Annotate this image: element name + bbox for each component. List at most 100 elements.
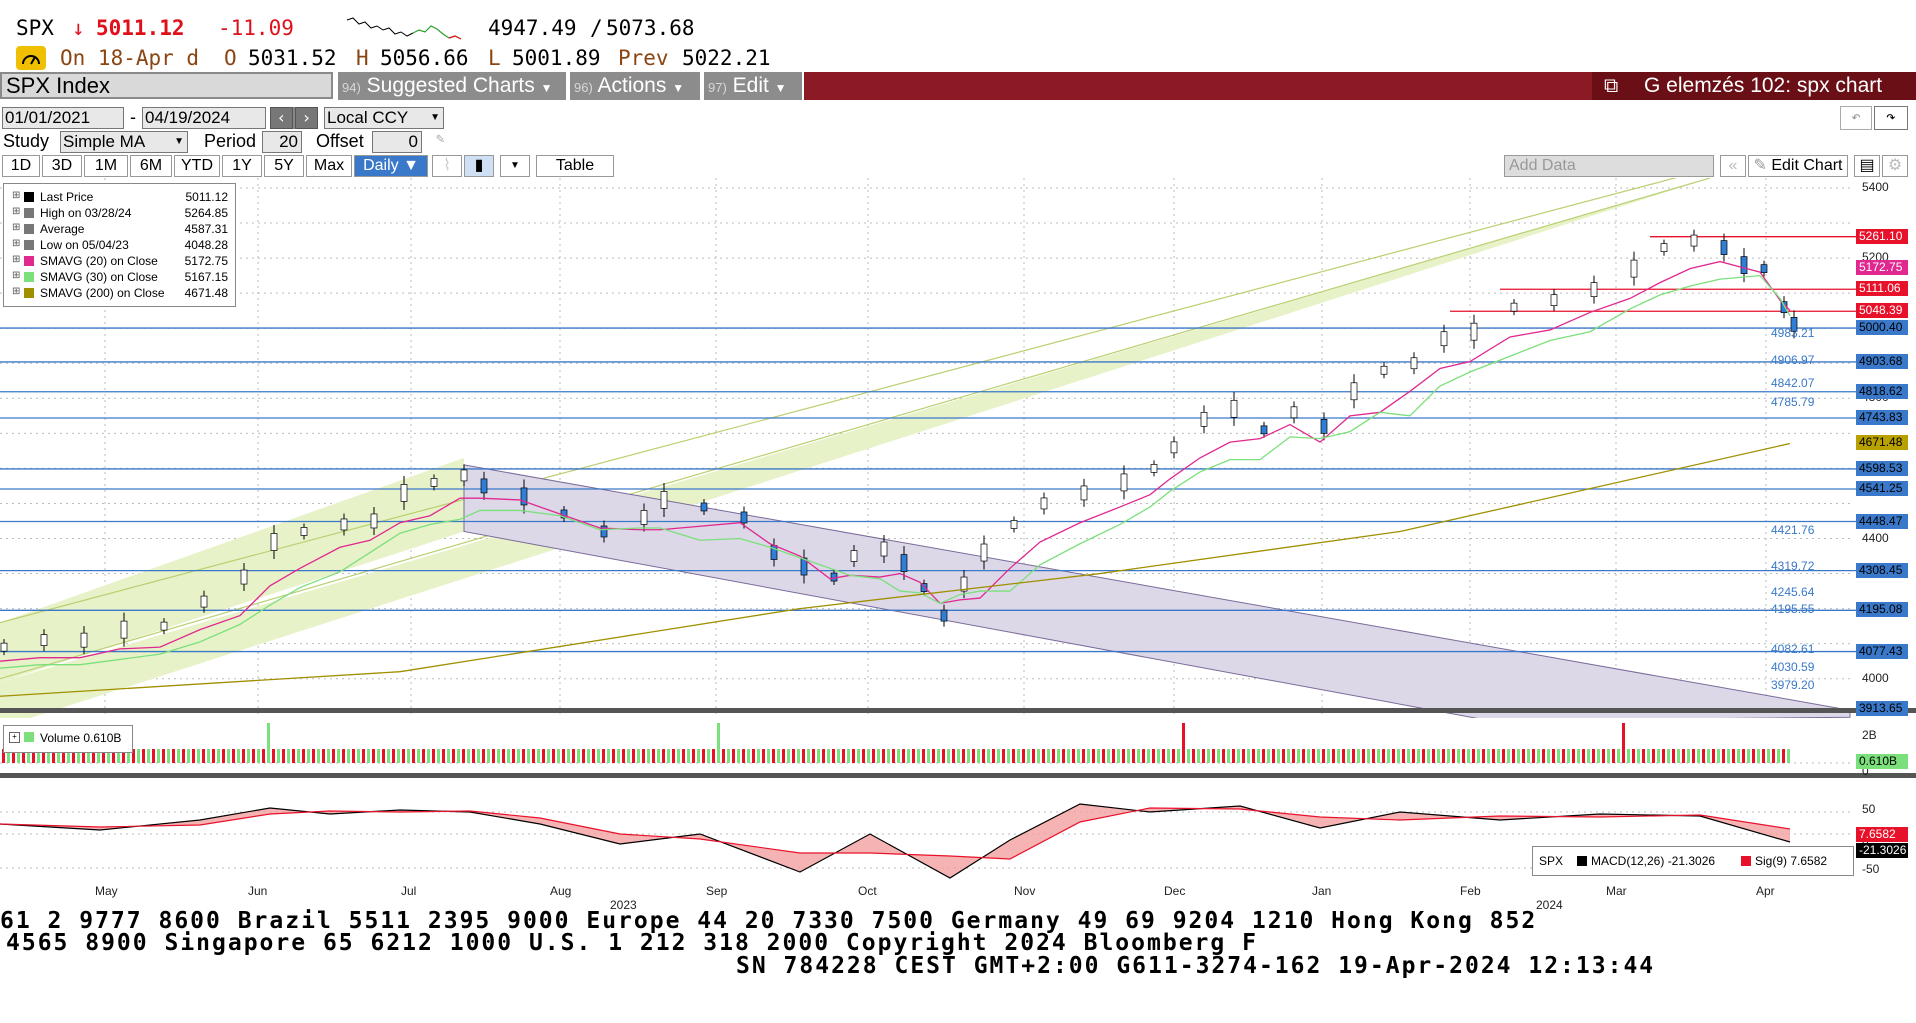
range-5y-button[interactable]: 5Y — [264, 155, 304, 177]
level-label: 4082.61 — [1771, 641, 1815, 656]
candle-chart-icon[interactable]: ▮ — [464, 155, 494, 177]
macd-chart[interactable] — [0, 782, 1916, 882]
volume-bar — [722, 749, 725, 763]
pencil-icon[interactable]: ✎ — [436, 131, 445, 147]
volume-bar — [152, 749, 155, 763]
range-1y-button[interactable]: 1Y — [222, 155, 262, 177]
period-field[interactable]: 20 — [262, 131, 302, 153]
volume-legend[interactable]: + Volume 0.610B — [3, 725, 133, 753]
chart-settings-icon[interactable]: ▤ — [1854, 155, 1880, 177]
expand-icon[interactable]: ⊞ — [12, 238, 21, 249]
volume-bar — [587, 749, 590, 763]
legend-row[interactable]: ⊞ High on 03/28/24 5264.85 — [12, 206, 232, 221]
start-date-field[interactable]: 01/01/2021 — [2, 107, 124, 129]
volume-bar — [222, 749, 225, 763]
volume-bar — [482, 749, 485, 763]
legend-name: Last Price — [40, 190, 94, 204]
undo-icon[interactable]: ↶ — [1840, 106, 1872, 130]
price-tag: 4671.48 — [1856, 435, 1908, 451]
redo-icon[interactable]: ↷ — [1874, 106, 1908, 130]
study-select[interactable]: Simple MA ▼ — [60, 131, 188, 153]
chart-legend[interactable]: ⊞ Last Price 5011.12 ⊞ High on 03/28/24 5264.… — [3, 183, 236, 307]
legend-row[interactable]: ⊞ SMAVG (20) on Close 5172.75 — [12, 254, 232, 269]
expand-icon[interactable]: ⊞ — [12, 270, 21, 281]
candle-down — [700, 502, 708, 512]
price-chart[interactable] — [0, 178, 1916, 718]
range-ytd-button[interactable]: YTD — [174, 155, 220, 177]
chart-type-caret-icon[interactable]: ▼ — [500, 155, 530, 177]
expand-icon[interactable]: ⊞ — [12, 254, 21, 265]
legend-row[interactable]: ⊞ Last Price 5011.12 — [12, 190, 232, 205]
range-1m-button[interactable]: 1M — [84, 155, 128, 177]
edit-menu[interactable]: 97) Edit ▼ — [704, 72, 802, 100]
popout-icon[interactable]: ⧉ — [1604, 75, 1619, 97]
candle-up — [960, 576, 968, 592]
volume-bar — [1632, 749, 1635, 763]
legend-row[interactable]: ⊞ Average 4587.31 — [12, 222, 232, 237]
expand-icon[interactable]: ⊞ — [12, 222, 21, 233]
panel-divider — [0, 773, 1916, 778]
uptrend-channel — [0, 178, 1710, 718]
volume-bar — [17, 749, 20, 763]
range-3d-button[interactable]: 3D — [42, 155, 82, 177]
suggested-charts-menu[interactable]: 94) Suggested Charts ▼ — [338, 72, 566, 100]
candle-up — [1230, 399, 1238, 418]
range-1d-button[interactable]: 1D — [2, 155, 40, 177]
range-max-button[interactable]: Max — [306, 155, 352, 177]
volume-bar — [782, 749, 785, 763]
volume-bar — [207, 749, 210, 763]
prev-period-icon[interactable]: ‹ — [270, 107, 293, 129]
expand-icon[interactable]: ⊞ — [12, 286, 21, 297]
actions-menu[interactable]: 96) Actions ▼ — [570, 72, 700, 100]
level-label: 4785.79 — [1771, 395, 1815, 410]
last-price: 5011.12 — [96, 16, 185, 40]
collapse-icon[interactable]: « — [1720, 155, 1746, 177]
expand-icon[interactable]: + — [9, 732, 20, 743]
add-data-field[interactable]: Add Data — [1504, 155, 1714, 177]
volume-bar — [1197, 749, 1200, 763]
volume-bar — [1627, 749, 1630, 763]
volume-bar — [397, 749, 400, 763]
volume-bar — [287, 749, 290, 763]
next-period-icon[interactable]: › — [295, 107, 318, 129]
volume-bar — [862, 749, 865, 763]
volume-bar — [567, 749, 570, 763]
offset-field[interactable]: 0 — [372, 131, 422, 153]
legend-swatch — [24, 192, 34, 202]
volume-bar — [1212, 749, 1215, 763]
gauge-icon[interactable] — [16, 46, 46, 70]
volume-bar — [92, 749, 95, 763]
volume-bar — [1617, 749, 1620, 763]
volume-chart[interactable] — [0, 715, 1916, 779]
gear-icon[interactable]: ⚙ — [1882, 155, 1908, 177]
line-chart-icon[interactable]: ⌇ — [432, 155, 462, 177]
volume-bar — [1572, 749, 1575, 763]
volume-bar — [42, 749, 45, 763]
legend-row[interactable]: ⊞ SMAVG (200) on Close 4671.48 — [12, 286, 232, 301]
candle-up — [640, 510, 648, 525]
currency-select[interactable]: Local CCY ▼ — [324, 107, 444, 129]
volume-bar — [772, 749, 775, 763]
level-label: 4195.55 — [1771, 602, 1815, 617]
volume-bar — [702, 749, 705, 763]
candle-down — [1320, 418, 1328, 434]
table-button[interactable]: Table — [536, 155, 614, 177]
range-6m-button[interactable]: 6M — [130, 155, 172, 177]
volume-bar — [1327, 749, 1330, 763]
volume-bar — [377, 749, 380, 763]
edit-chart-button[interactable]: ✎ Edit Chart — [1748, 155, 1848, 177]
sma30-line — [0, 274, 1791, 669]
end-date-field[interactable]: 04/19/2024 — [142, 107, 266, 129]
expand-icon[interactable]: ⊞ — [12, 190, 21, 201]
volume-bar — [1577, 749, 1580, 763]
security-field[interactable]: SPX Index — [0, 72, 333, 99]
edit-chart-label: Edit Chart — [1771, 157, 1843, 174]
frequency-select[interactable]: Daily ▼ — [354, 155, 428, 177]
expand-icon[interactable]: ⊞ — [12, 206, 21, 217]
macd-legend[interactable]: SPX MACD(12,26) -21.3026 Sig(9) 7.6582 — [1532, 846, 1854, 876]
open-value: 5031.52 — [248, 46, 337, 70]
level-label: 4906.97 — [1771, 352, 1815, 367]
volume-bar — [1022, 749, 1025, 763]
legend-row[interactable]: ⊞ SMAVG (30) on Close 5167.15 — [12, 270, 232, 285]
legend-row[interactable]: ⊞ Low on 05/04/23 4048.28 — [12, 238, 232, 253]
